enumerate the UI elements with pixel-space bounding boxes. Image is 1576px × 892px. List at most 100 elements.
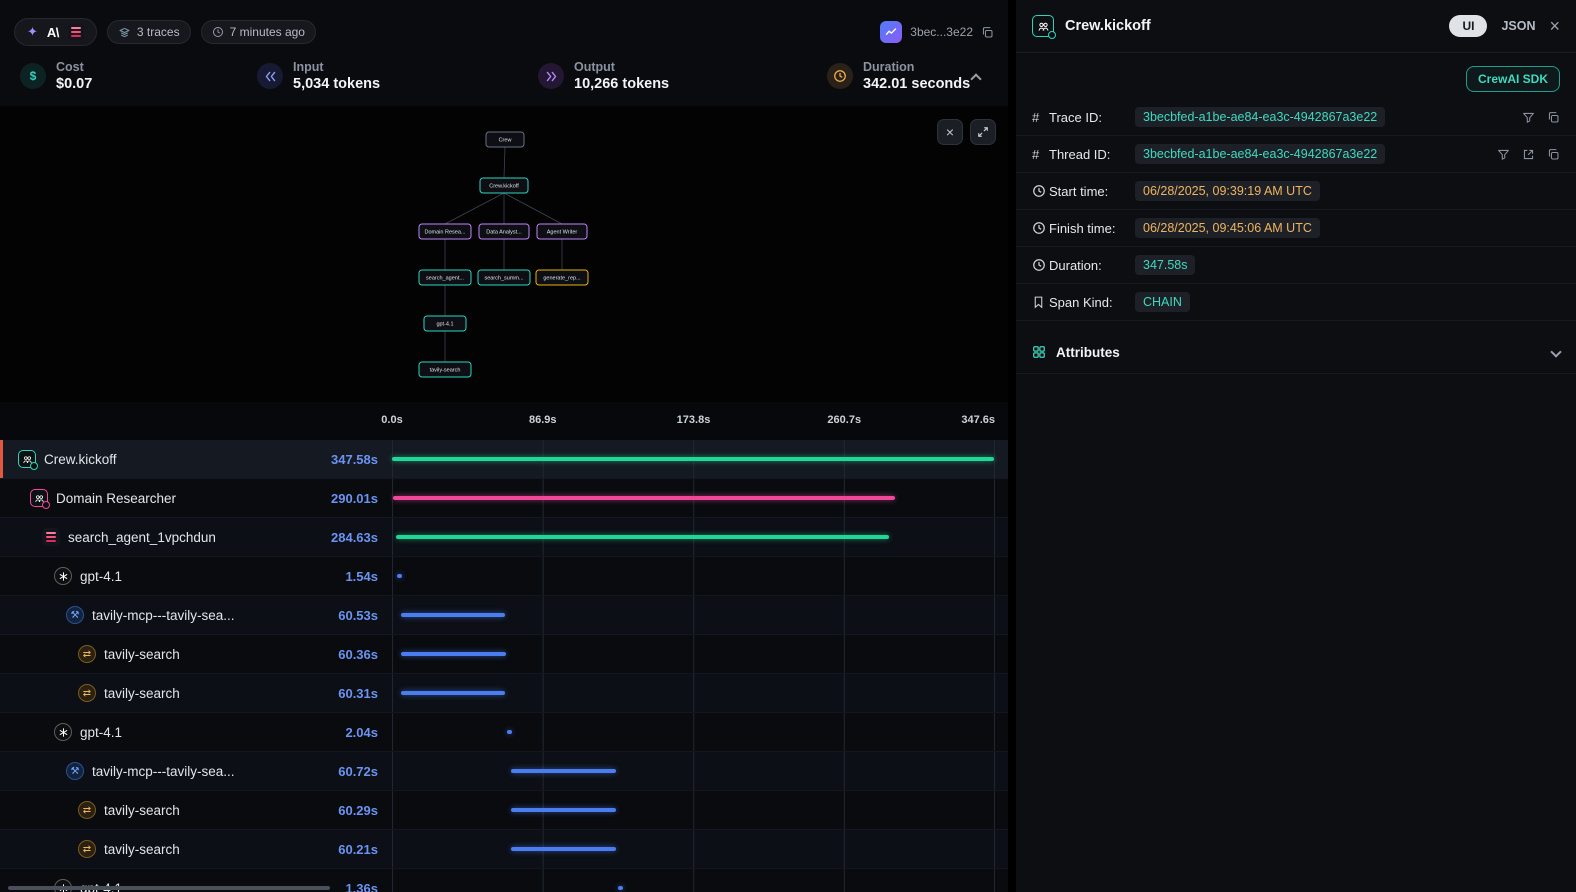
details-title: Crew.kickoff — [1065, 18, 1151, 34]
graph-node[interactable]: Agent Writer — [536, 223, 588, 240]
graph-area: Crew Crew.kickoff Domain Resea... Data Anal… — [0, 106, 1008, 402]
detail-field: Finish time: 06/28/2025, 09:45:06 AM UTC — [1016, 210, 1576, 247]
trace-age-badge: 7 minutes ago — [200, 20, 316, 44]
field-value: 347.58s — [1135, 255, 1196, 275]
span-row[interactable]: Domain Researcher 290.01s — [0, 479, 1008, 518]
attributes-label: Attributes — [1056, 344, 1120, 360]
span-row[interactable]: Crew.kickoff 347.58s — [0, 440, 1008, 479]
external-icon[interactable] — [1522, 148, 1535, 161]
graph-node[interactable]: generate_rep... — [535, 269, 589, 286]
span-row[interactable]: ⇄ tavily-search 60.29s — [0, 791, 1008, 830]
close-panel-button[interactable]: × — [1549, 16, 1560, 36]
trace-id-short: 3bec...3e22 — [910, 25, 973, 39]
sparkle-icon: ✦ — [27, 24, 38, 39]
field-label: Span Kind: — [1049, 294, 1113, 310]
attributes-section[interactable]: Attributes — [1016, 331, 1576, 374]
trace-graph: Crew Crew.kickoff Domain Resea... Data Anal… — [0, 106, 1008, 402]
graph-node[interactable]: tavily-search — [418, 361, 472, 378]
crewai-icon — [1032, 15, 1056, 39]
span-row[interactable]: search_agent_1vpchdun 284.63s — [0, 518, 1008, 557]
svg-text:Domain Resea...: Domain Resea... — [425, 230, 466, 236]
span-label: tavily-search — [104, 646, 180, 662]
span-duration: 1.54s — [345, 568, 378, 584]
metric-duration: Duration 342.01 seconds — [827, 60, 990, 92]
tab-ui[interactable]: UI — [1449, 15, 1488, 37]
waterfall: 0.0s 86.9s 173.8s 260.7s 347.6s Crew.kickoff… — [0, 402, 1008, 892]
filter-icon[interactable] — [1497, 148, 1510, 161]
span-row[interactable]: ⚒ tavily-mcp---tavily-sea... 60.72s — [0, 752, 1008, 791]
fields-list: # Trace ID: 3becbfed-a1be-ae84-ea3c-494286… — [1016, 99, 1576, 321]
trace-age-label: 7 minutes ago — [229, 25, 305, 39]
close-graph-button[interactable]: × — [937, 119, 963, 145]
span-row[interactable]: gpt-4.1 2.04s — [0, 713, 1008, 752]
hash-icon: # — [1032, 109, 1040, 125]
span-duration: 347.58s — [331, 451, 378, 467]
span-duration: 60.29s — [338, 802, 378, 818]
svg-text:Crew: Crew — [499, 138, 512, 144]
span-label: gpt-4.1 — [80, 724, 123, 740]
span-label: Crew.kickoff — [44, 451, 117, 467]
openai-icon — [54, 723, 72, 741]
detail-field: # Thread ID: 3becbfed-a1be-ae84-ea3c-49428… — [1016, 136, 1576, 173]
span-label: tavily-mcp---tavily-sea... — [92, 607, 235, 623]
graph-node[interactable]: search_summ... — [477, 269, 531, 286]
span-bar-area — [392, 518, 995, 556]
span-label-area: search_agent_1vpchdun 284.63s — [0, 518, 392, 556]
detail-field: Duration: 347.58s — [1016, 247, 1576, 284]
shuffle-icon: ⇄ — [78, 840, 96, 858]
traces-count-badge[interactable]: 3 traces — [106, 20, 191, 44]
graph-node[interactable]: Crew — [485, 131, 525, 148]
copy-icon[interactable] — [1547, 111, 1560, 124]
span-bar-area — [392, 557, 995, 595]
span-label-area: gpt-4.1 1.54s — [0, 557, 392, 595]
grid-icon — [1033, 346, 1045, 358]
sdk-badge: CrewAI SDK — [1465, 66, 1560, 92]
span-bar-area — [392, 752, 995, 790]
span-duration: 2.04s — [345, 724, 378, 740]
span-bar — [392, 496, 896, 500]
graph-node[interactable]: Domain Resea... — [418, 223, 472, 240]
graph-node[interactable]: Crew.kickoff — [479, 177, 529, 194]
collapse-metrics-button[interactable] — [968, 66, 984, 92]
graph-node[interactable]: search_agent... — [418, 269, 472, 286]
span-label-area: ⇄ tavily-search 60.21s — [0, 830, 392, 868]
filter-icon[interactable] — [1522, 111, 1535, 124]
shuffle-icon: ⇄ — [78, 645, 96, 663]
traces-count-label: 3 traces — [136, 25, 180, 39]
span-label: tavily-search — [104, 841, 180, 857]
chart-icon[interactable] — [880, 21, 903, 43]
span-bar — [511, 808, 616, 812]
span-row[interactable]: gpt-4.1 1.54s — [0, 557, 1008, 596]
span-duration: 60.31s — [338, 685, 378, 701]
metric-label: Duration — [863, 60, 915, 74]
anthropic-logo-icon: A\ — [46, 24, 60, 40]
duration-icon — [827, 63, 853, 89]
span-bar-area — [392, 830, 995, 868]
close-icon: × — [945, 124, 955, 140]
span-label: tavily-search — [104, 802, 180, 818]
copy-icon[interactable] — [981, 26, 994, 39]
span-bar-area — [392, 713, 995, 751]
tab-json[interactable]: JSON — [1501, 19, 1536, 33]
field-value: CHAIN — [1135, 292, 1190, 312]
graph-node[interactable]: gpt-4.1 — [423, 315, 467, 332]
span-bar — [400, 613, 506, 617]
span-row[interactable]: ⇄ tavily-search 60.31s — [0, 674, 1008, 713]
span-bar — [392, 457, 994, 461]
span-duration: 290.01s — [331, 490, 378, 506]
span-row[interactable]: ⇄ tavily-search 60.21s — [0, 830, 1008, 869]
span-label-area: ⇄ tavily-search 60.29s — [0, 791, 392, 829]
svg-text:Crew.kickoff: Crew.kickoff — [489, 184, 519, 190]
span-bar-area — [392, 479, 995, 517]
horizontal-scrollbar[interactable] — [8, 886, 330, 890]
svg-text:Agent Writer: Agent Writer — [547, 230, 578, 236]
expand-graph-button[interactable] — [970, 119, 996, 145]
span-row[interactable]: ⚒ tavily-mcp---tavily-sea... 60.53s — [0, 596, 1008, 635]
span-bar-area — [392, 674, 995, 712]
graph-node[interactable]: Data Analyst... — [478, 223, 530, 240]
clock-icon — [212, 27, 223, 37]
provider-logos[interactable]: ✦ A\ — [14, 18, 97, 46]
span-row[interactable]: ⇄ tavily-search 60.36s — [0, 635, 1008, 674]
metric-label: Input — [293, 60, 324, 74]
copy-icon[interactable] — [1547, 148, 1560, 161]
